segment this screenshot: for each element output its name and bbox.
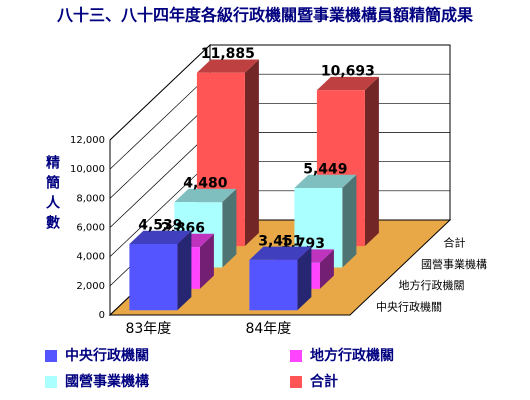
value-label: 5,449: [303, 161, 347, 177]
y-tick-label: 0: [99, 310, 105, 321]
chart-title: 八十三、八十四年度各級行政機關暨事業機構員額精簡成果: [56, 6, 473, 25]
bar-side: [177, 230, 192, 311]
value-label: 10,693: [321, 64, 375, 80]
bar-top: [316, 76, 379, 91]
depth-label: 地方行政機關: [399, 278, 465, 292]
bar-side: [222, 188, 237, 268]
bar-top: [129, 230, 192, 245]
legend-label: 地方行政機關: [310, 347, 394, 364]
bar-side: [297, 246, 312, 311]
y-tick-label: 10,000: [70, 164, 105, 175]
y-axis-label: 精簡人數: [44, 154, 60, 235]
depth-label: 國營事業機構: [421, 257, 487, 271]
y-tick-label: 8,000: [76, 193, 105, 204]
legend-label: 國營事業機構: [65, 373, 149, 390]
legend-label: 合計: [310, 373, 338, 390]
legend-swatch: [290, 376, 302, 388]
legend-label: 中央行政機關: [65, 347, 149, 364]
depth-label: 合計: [444, 235, 466, 249]
legend-swatch: [45, 350, 57, 362]
bar-side: [319, 249, 334, 289]
bar: [249, 246, 312, 311]
bar-top: [196, 59, 259, 73]
grid-line: [109, 44, 450, 141]
x-tick-label: 83年度: [125, 321, 171, 337]
bar-top: [249, 246, 312, 260]
value-label: 4,480: [183, 176, 228, 192]
x-tick-label: 84年度: [245, 321, 291, 337]
y-tick-label: 6,000: [76, 223, 105, 234]
depth-label: 中央行政機關: [376, 300, 442, 314]
bar-side: [244, 59, 259, 247]
bar-front: [129, 244, 178, 311]
value-label: 4,539: [138, 217, 182, 233]
value-label: 3,451: [258, 233, 302, 249]
bar-front: [249, 259, 298, 311]
legend-swatch: [290, 350, 302, 362]
bar-side: [342, 174, 357, 268]
y-tick-label: 12,000: [70, 135, 105, 146]
y-tick-label: 4,000: [76, 252, 105, 263]
bar-top: [294, 174, 357, 189]
y-tick-label: 2,000: [76, 281, 105, 292]
bar-side: [364, 76, 379, 247]
value-label: 11,885: [201, 46, 255, 62]
bar: [129, 230, 192, 311]
bar-side: [199, 233, 214, 289]
legend-swatch: [45, 376, 57, 388]
bar-top: [174, 188, 237, 203]
